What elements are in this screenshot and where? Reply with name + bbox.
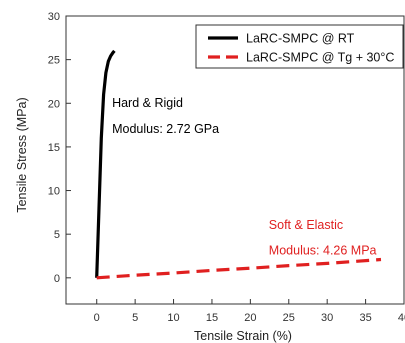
y-tick-label: 5 — [54, 229, 60, 241]
x-tick-label: 15 — [206, 312, 218, 324]
y-tick-label: 25 — [48, 55, 60, 67]
legend: LaRC-SMPC @ RT LaRC-SMPC @ Tg + 30°C — [196, 25, 403, 68]
legend-label-0: LaRC-SMPC @ RT — [246, 32, 355, 46]
series-line-1 — [97, 260, 381, 278]
annotation-hard-line1: Hard & Rigid — [112, 96, 183, 110]
x-tick-label: 30 — [321, 312, 333, 324]
annotations: Hard & Rigid Modulus: 2.72 GPa Soft & Elas… — [112, 96, 376, 257]
y-axis-label: Tensile Stress (MPa) — [15, 97, 29, 212]
y-tick-label: 20 — [48, 98, 60, 110]
x-tick-label: 0 — [94, 312, 100, 324]
x-axis-label: Tensile Strain (%) — [194, 329, 292, 343]
y-tick-label: 10 — [48, 186, 60, 198]
annotation-soft-line1: Soft & Elastic — [269, 218, 343, 232]
y-tick-label: 0 — [54, 273, 60, 285]
legend-label-1: LaRC-SMPC @ Tg + 30°C — [246, 51, 394, 65]
y-tick-label: 15 — [48, 142, 60, 154]
annotation-hard-line2: Modulus: 2.72 GPa — [112, 122, 219, 136]
x-tick-label: 5 — [132, 312, 138, 324]
annotation-soft-line2: Modulus: 4.26 MPa — [269, 243, 377, 257]
x-tick-label: 25 — [283, 312, 295, 324]
x-tick-label: 20 — [244, 312, 256, 324]
x-tick-label: 10 — [167, 312, 179, 324]
y-tick-label: 30 — [48, 11, 60, 23]
x-tick-label: 35 — [359, 312, 371, 324]
series-line-0 — [97, 51, 115, 278]
x-tick-label: 40 — [398, 312, 405, 324]
